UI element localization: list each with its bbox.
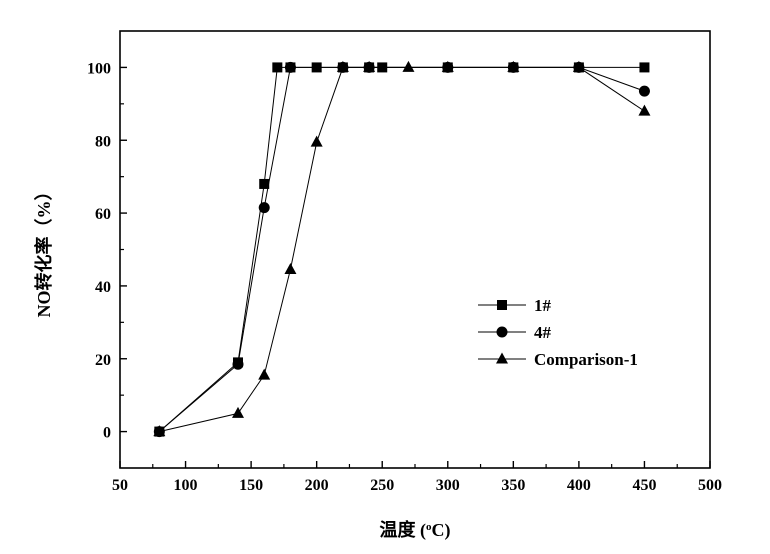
- data-point: [639, 62, 650, 73]
- y-tick-label: 40: [95, 279, 111, 296]
- x-tick-label: 450: [632, 477, 656, 494]
- series-layer: [153, 60, 651, 438]
- series-line: [159, 66, 645, 433]
- data-point: [638, 85, 650, 97]
- y-axis-ticks: 0 20 40 60 80 100: [87, 60, 127, 442]
- x-tick-label: 250: [370, 477, 394, 494]
- x-tick-label: 350: [501, 477, 525, 494]
- legend-label: 1#: [534, 296, 552, 315]
- x-tick-label: 50: [112, 477, 128, 494]
- data-point: [284, 61, 296, 73]
- legend: 1# 4# Comparison-1: [478, 296, 638, 369]
- data-point: [336, 60, 349, 72]
- y-tick-label: 20: [95, 352, 111, 369]
- data-point: [363, 60, 376, 72]
- legend-label: Comparison-1: [534, 350, 638, 369]
- x-tick-label: 300: [436, 477, 460, 494]
- y-tick-label: 60: [95, 206, 111, 223]
- x-axis-title: 温度 (oC): [380, 519, 451, 541]
- data-point: [272, 62, 283, 73]
- legend-marker: [496, 352, 508, 364]
- legend-item: 4#: [478, 323, 552, 342]
- series-2: [153, 61, 650, 438]
- data-point: [441, 60, 454, 72]
- legend-marker: [496, 326, 508, 338]
- x-tick-label: 100: [174, 477, 198, 494]
- data-point: [638, 104, 651, 116]
- data-point: [402, 60, 415, 72]
- x-axis-ticks: 50 100 150 200 250 300 350 400 450 500: [112, 461, 722, 494]
- y-tick-label: 80: [95, 133, 111, 150]
- plot-frame: [119, 30, 711, 469]
- data-point: [507, 60, 520, 72]
- legend-item: 1#: [478, 296, 552, 315]
- x-tick-label: 200: [305, 477, 329, 494]
- data-point: [572, 60, 585, 72]
- series-line: [158, 66, 645, 432]
- legend-label: 4#: [534, 323, 552, 342]
- y-axis-title: NO转化率（%）: [33, 183, 54, 318]
- series-3: [153, 60, 651, 437]
- legend-item: Comparison-1: [478, 350, 638, 369]
- data-point: [259, 178, 270, 189]
- data-point: [310, 135, 323, 147]
- y-tick-label: 0: [103, 425, 111, 442]
- y-tick-label: 100: [87, 60, 111, 77]
- data-point: [232, 358, 244, 370]
- series-line: [158, 66, 645, 432]
- x-tick-label: 400: [567, 477, 591, 494]
- data-point: [232, 406, 244, 418]
- data-point: [153, 425, 166, 437]
- x-tick-label: 500: [698, 477, 722, 494]
- data-point: [258, 368, 271, 380]
- data-point: [258, 202, 270, 214]
- legend-marker: [497, 300, 507, 310]
- data-point: [284, 263, 297, 275]
- series-1: [154, 62, 650, 437]
- x-tick-label: 150: [239, 477, 263, 494]
